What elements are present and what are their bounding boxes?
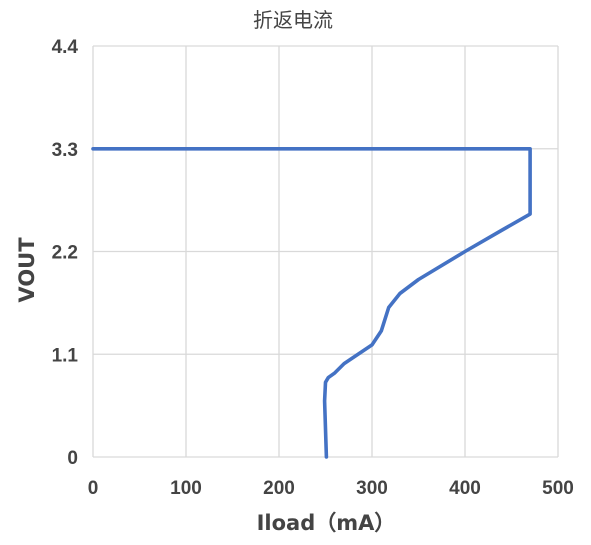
chart-title: 折返电流 — [253, 8, 333, 32]
x-tick-label-2: 200 — [263, 478, 295, 499]
y-tick-label-2: 2.2 — [52, 243, 78, 264]
x-tick-label-1: 100 — [170, 478, 202, 499]
x-tick-label-4: 400 — [449, 478, 481, 499]
y-tick-label-1: 1.1 — [52, 345, 79, 366]
y-axis-label: VOUT — [15, 237, 39, 303]
x-tick-label-5: 500 — [542, 478, 574, 499]
y-tick-label-3: 3.3 — [52, 140, 78, 161]
y-tick-label-0: 0 — [67, 448, 78, 469]
series-line-0 — [91, 147, 532, 459]
x-tick-labels: 0 100 200 300 400 500 — [88, 478, 574, 499]
x-tick-label-0: 0 — [88, 478, 99, 499]
x-axis-label: Iload（mA） — [257, 511, 396, 535]
x-tick-label-3: 300 — [356, 478, 388, 499]
y-tick-label-4: 4.4 — [52, 37, 79, 58]
series-layer — [91, 147, 532, 459]
y-tick-labels: 0 1.1 2.2 3.3 4.4 — [52, 37, 79, 469]
